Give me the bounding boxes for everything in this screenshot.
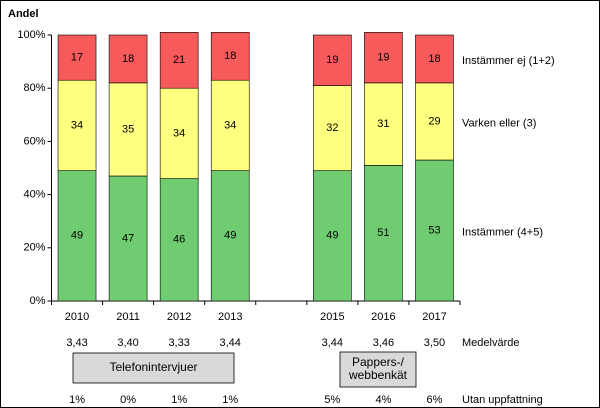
value-label: 53	[428, 224, 440, 236]
bar-segment	[313, 85, 352, 171]
x-tick-label: 2017	[422, 311, 446, 323]
value-label: 34	[224, 119, 236, 131]
value-label: 34	[71, 119, 83, 131]
mean-value: 3,43	[66, 337, 87, 349]
legend-label: Instämmer (4+5)	[462, 226, 543, 238]
bar-segment	[313, 170, 352, 302]
value-label: 34	[173, 127, 185, 139]
value-label: 18	[224, 50, 236, 62]
no-opinion-value: 5%	[324, 394, 340, 406]
value-label: 51	[377, 227, 389, 239]
bar-segment	[159, 178, 199, 302]
value-label: 18	[428, 53, 440, 65]
no-opinion-value: 1%	[69, 394, 85, 406]
bar-segment	[210, 32, 250, 81]
mean-value: 3,44	[322, 337, 343, 349]
mean-title: Medelvärde	[462, 337, 519, 349]
group-box	[72, 352, 235, 384]
bar-segment	[108, 175, 148, 302]
mean-value: 3,46	[373, 337, 394, 349]
value-label: 46	[173, 234, 185, 246]
no-opinion-value: 6%	[427, 394, 443, 406]
y-tick-label: 20%	[23, 242, 45, 254]
x-tick-label: 2013	[218, 311, 242, 323]
x-tick-label: 2016	[371, 311, 395, 323]
bar-segment	[210, 79, 250, 171]
legend-label: Varken eller (3)	[462, 117, 536, 129]
group-label: Telefonintervjuer	[109, 360, 197, 374]
bar-segment	[108, 82, 148, 177]
x-tick-label: 2015	[320, 311, 344, 323]
x-tick-label: 2010	[65, 311, 89, 323]
x-tick-label: 2011	[116, 311, 140, 323]
bar-segment	[159, 32, 199, 89]
value-label: 18	[122, 53, 134, 65]
bar-segment	[108, 34, 148, 84]
y-tick-label: 100%	[17, 29, 45, 41]
value-label: 31	[377, 118, 389, 130]
value-label: 49	[326, 230, 338, 242]
bar-segment	[57, 34, 97, 81]
bar-segment	[57, 170, 97, 302]
mean-value: 3,44	[220, 337, 241, 349]
mean-value: 3,33	[168, 337, 189, 349]
bar-segment	[364, 82, 403, 166]
value-label: 19	[377, 52, 389, 64]
mean-value: 3,40	[117, 337, 138, 349]
bar-segment	[415, 82, 454, 161]
value-label: 19	[326, 54, 338, 66]
value-label: 21	[173, 54, 185, 66]
group-box	[339, 351, 417, 388]
x-tick-label: 2012	[167, 311, 191, 323]
y-tick-label: 40%	[23, 189, 45, 201]
bar-segment	[364, 165, 403, 302]
bar-segment	[57, 79, 97, 171]
mean-value: 3,50	[424, 337, 445, 349]
bar-segment	[210, 170, 250, 302]
value-label: 32	[326, 122, 338, 134]
y-tick-label: 0%	[30, 295, 46, 307]
value-label: 29	[428, 115, 440, 127]
bar-segment	[159, 87, 199, 179]
value-label: 49	[224, 230, 236, 242]
value-label: 47	[122, 232, 134, 244]
bar-segment	[415, 34, 454, 84]
bar-segment	[313, 34, 352, 86]
bar-segment	[364, 32, 403, 84]
value-label: 35	[122, 123, 134, 135]
value-label: 49	[71, 230, 83, 242]
group-label: webbenkät	[348, 368, 408, 382]
y-tick-label: 80%	[23, 82, 45, 94]
y-tick-label: 60%	[23, 135, 45, 147]
group-label: Pappers-/	[352, 355, 405, 369]
legend-label: Instämmer ej (1+2)	[462, 55, 555, 67]
no-opinion-value: 4%	[375, 394, 391, 406]
no-opinion-title: Utan uppfattning	[462, 394, 543, 406]
no-opinion-value: 1%	[222, 394, 238, 406]
no-opinion-value: 0%	[120, 394, 136, 406]
no-opinion-value: 1%	[171, 394, 187, 406]
y-axis-label: Andel	[8, 8, 39, 20]
value-label: 17	[71, 52, 83, 64]
